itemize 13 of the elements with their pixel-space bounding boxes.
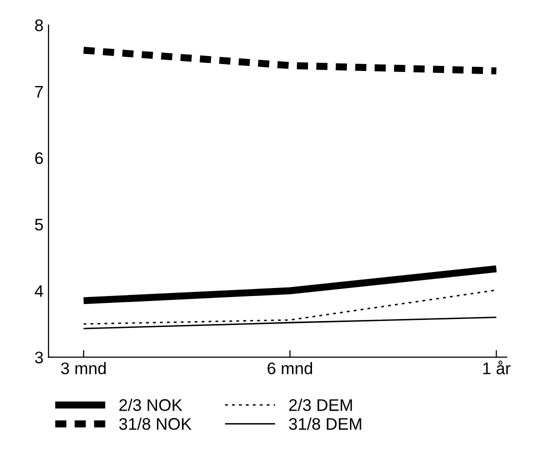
legend-label: 31/8 NOK (119, 418, 192, 430)
legend-label: 31/8 DEM (289, 418, 362, 430)
x-tick-label: 1 år (483, 360, 510, 374)
y-tick-label: 7 (35, 86, 43, 98)
y-tick-label: 8 (35, 19, 43, 32)
legend-label: 2/3 NOK (119, 398, 182, 411)
x-tick-label: 6 mnd (268, 362, 312, 374)
y-tick-label: 5 (35, 218, 43, 231)
y-tick-label: 6 (35, 152, 43, 164)
y-tick-label: 4 (34, 285, 44, 297)
y-tick-label: 3 (35, 352, 43, 364)
x-tick-label: 3 mnd (61, 362, 106, 374)
legend-label: 2/3 DEM (289, 398, 352, 411)
